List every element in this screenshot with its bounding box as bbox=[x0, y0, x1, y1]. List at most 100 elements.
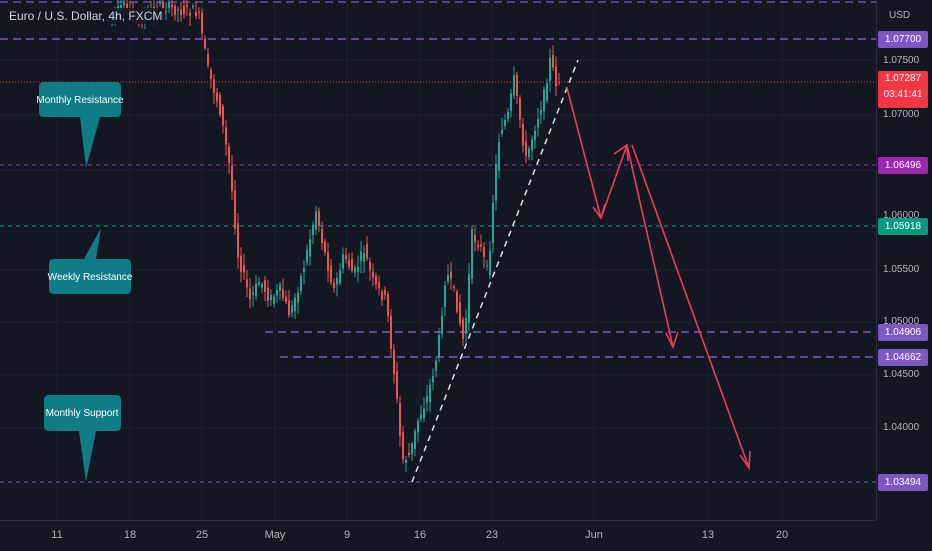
candle-body bbox=[417, 420, 419, 433]
candle-body bbox=[453, 286, 455, 289]
candle-body bbox=[231, 165, 233, 192]
price-tag-1-03494[interactable]: 1.03494 bbox=[878, 474, 928, 491]
candle-body bbox=[237, 223, 239, 258]
price-tag-1-05918[interactable]: 1.05918 bbox=[878, 218, 928, 235]
price-tag-1-04662[interactable]: 1.04662 bbox=[878, 349, 928, 366]
candle-body bbox=[204, 38, 206, 49]
arrow-segment-1 bbox=[566, 87, 602, 219]
candle-body bbox=[519, 97, 521, 121]
candle-body bbox=[261, 284, 263, 288]
symbol-title[interactable]: Euro / U.S. Dollar, 4h, FXCM bbox=[6, 8, 166, 24]
candle-body bbox=[297, 292, 299, 303]
candle-body bbox=[456, 291, 458, 312]
candle-body bbox=[378, 282, 380, 289]
candle-body bbox=[546, 83, 548, 101]
candle-body bbox=[207, 54, 209, 66]
current-price-tag[interactable]: 1.07287 03:41:41 bbox=[878, 71, 928, 108]
candle-body bbox=[504, 119, 506, 126]
candle-body bbox=[234, 190, 236, 229]
candle-body bbox=[162, 2, 164, 10]
candle-body bbox=[372, 272, 374, 278]
candle-body bbox=[429, 384, 431, 402]
current-price-value: 1.07287 bbox=[884, 73, 922, 84]
arrow-head-4 bbox=[739, 450, 751, 471]
candle-body bbox=[225, 127, 227, 145]
candle-body bbox=[306, 249, 308, 263]
price-tag-1-06496[interactable]: 1.06496 bbox=[878, 157, 928, 174]
time-label: 16 bbox=[413, 529, 427, 541]
candle-body bbox=[387, 294, 389, 316]
time-label: 11 bbox=[51, 529, 63, 541]
candle-body bbox=[447, 274, 449, 282]
time-label: 23 bbox=[485, 529, 499, 541]
candle-body bbox=[477, 244, 479, 248]
candle-body bbox=[459, 302, 461, 324]
candle-body bbox=[543, 89, 545, 112]
candle-body bbox=[339, 270, 341, 284]
candle-body bbox=[276, 290, 278, 296]
time-label: 18 bbox=[123, 529, 137, 541]
candle-body bbox=[507, 112, 509, 119]
price-tick: 1.05500 bbox=[883, 264, 920, 275]
time-label: 13 bbox=[701, 529, 715, 541]
candle-body bbox=[492, 202, 494, 244]
candle-body bbox=[186, 4, 188, 7]
candle-body bbox=[249, 288, 251, 300]
candle-body bbox=[399, 403, 401, 436]
callout-weekly-resistance[interactable]: Weekly Resistance bbox=[48, 228, 133, 294]
candle-body bbox=[198, 11, 200, 13]
price-tag-1-04906[interactable]: 1.04906 bbox=[878, 324, 928, 341]
chart-area[interactable]: Monthly Resistance Weekly Resistance Mon… bbox=[0, 0, 876, 520]
price-tick: 1.07000 bbox=[883, 109, 920, 120]
candle-body bbox=[285, 296, 287, 302]
candle-body bbox=[354, 267, 356, 273]
candle-body bbox=[195, 11, 197, 16]
candlesticks bbox=[108, 0, 560, 473]
price-tag-1-07700[interactable]: 1.07700 bbox=[878, 31, 928, 48]
candle-body bbox=[483, 247, 485, 257]
time-label: 20 bbox=[775, 529, 789, 541]
candle-body bbox=[159, 2, 161, 4]
candle-body bbox=[498, 142, 500, 171]
projection-arrows[interactable] bbox=[566, 87, 751, 471]
candle-body bbox=[513, 75, 515, 96]
candle-body bbox=[270, 295, 272, 300]
currency-label[interactable]: USD bbox=[889, 10, 911, 21]
candle-body bbox=[510, 93, 512, 111]
candle-body bbox=[375, 275, 377, 285]
price-tick: 1.06000 bbox=[883, 210, 920, 221]
candle-body bbox=[528, 148, 530, 157]
price-axis[interactable]: USD 1.07500 1.07000 1.06000 1.05500 1.05… bbox=[876, 0, 932, 520]
candle-body bbox=[555, 66, 557, 87]
time-label: May bbox=[264, 529, 286, 541]
candle-body bbox=[183, 5, 185, 15]
candle-body bbox=[495, 164, 497, 201]
callout-monthly-resistance[interactable]: Monthly Resistance bbox=[36, 82, 124, 168]
weekly-resistance-label: Weekly Resistance bbox=[48, 272, 133, 283]
candle-body bbox=[480, 244, 482, 247]
candle-body bbox=[408, 452, 410, 456]
arrow-segment-4 bbox=[631, 144, 750, 469]
candle-body bbox=[318, 210, 320, 226]
candle-body bbox=[420, 414, 422, 420]
callout-monthly-support[interactable]: Monthly Support bbox=[44, 395, 121, 482]
trend-line[interactable] bbox=[411, 59, 579, 483]
candle-body bbox=[165, 11, 167, 13]
candle-body bbox=[444, 285, 446, 307]
candle-body bbox=[501, 129, 503, 134]
candle-body bbox=[342, 254, 344, 269]
candle-body bbox=[213, 79, 215, 93]
candle-body bbox=[549, 57, 551, 81]
grid bbox=[0, 0, 876, 520]
time-axis[interactable]: 11 18 25 May 9 16 23 Jun 13 20 bbox=[0, 520, 876, 551]
candle-body bbox=[390, 315, 392, 349]
price-tick: 1.07500 bbox=[883, 55, 920, 66]
arrow-segment-2 bbox=[600, 144, 628, 219]
monthly-support-label: Monthly Support bbox=[46, 408, 119, 419]
candle-body bbox=[171, 4, 173, 8]
candle-body bbox=[531, 139, 533, 151]
chart-canvas[interactable]: Monthly Resistance Weekly Resistance Mon… bbox=[0, 0, 876, 520]
candle-body bbox=[474, 235, 476, 242]
candle-body bbox=[405, 459, 407, 463]
arrow-head-3 bbox=[665, 331, 679, 350]
